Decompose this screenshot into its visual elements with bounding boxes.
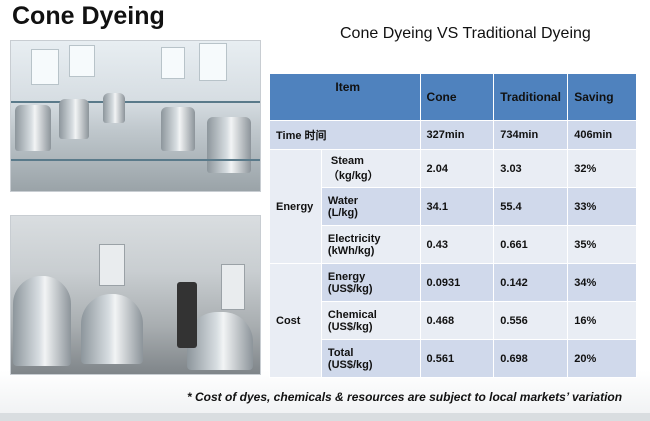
slide-bottom-band xyxy=(0,413,650,421)
row-label-name: Electricity xyxy=(327,232,381,245)
factory-hall-photo xyxy=(10,40,261,192)
steam-cone: 2.04 xyxy=(419,149,495,188)
photo-window xyxy=(199,43,227,81)
table-row-electricity: Electricity (kWh/kg) 0.43 0.661 35% xyxy=(270,225,637,264)
table-row-chemical-cost: Chemical (US$/kg) 0.468 0.556 16% xyxy=(270,301,637,340)
dyeing-machine xyxy=(15,105,51,151)
header-saving: Saving xyxy=(567,73,637,121)
header-cone: Cone xyxy=(419,73,495,121)
row-label: Total (US$/kg) xyxy=(320,339,421,378)
electricity-cone: 0.43 xyxy=(419,225,495,264)
row-label: Chemical (US$/kg) xyxy=(320,301,421,340)
photo-railing xyxy=(11,159,260,161)
time-label: Time 时间 xyxy=(269,120,421,150)
row-label-unit: (US$/kg) xyxy=(327,358,373,371)
table-row-water: Water (L/kg) 34.1 55.4 33% xyxy=(270,187,637,226)
row-label-name: Energy xyxy=(327,270,366,283)
dyeing-machine xyxy=(103,93,125,123)
row-label-name: Water xyxy=(327,194,359,207)
row-label-unit: （kg/kg） xyxy=(327,169,379,182)
total-cost-cone: 0.561 xyxy=(419,339,495,378)
row-label-unit: (US$/kg) xyxy=(327,282,373,295)
slide-subtitle: Cone Dyeing VS Traditional Dyeing xyxy=(340,25,591,42)
row-label-name: Chemical xyxy=(327,308,377,321)
header-traditional: Traditional xyxy=(493,73,569,121)
dyeing-machine xyxy=(161,107,195,151)
chemical-cost-saving: 16% xyxy=(567,301,637,340)
dyeing-machine xyxy=(81,294,143,364)
dyeing-machine xyxy=(13,276,71,366)
chemical-cost-traditional: 0.556 xyxy=(493,301,569,340)
dyeing-machine xyxy=(207,117,251,173)
row-label-unit: (kWh/kg) xyxy=(327,244,375,257)
photo-railing xyxy=(11,101,260,103)
photo-window xyxy=(69,45,95,77)
total-cost-saving: 20% xyxy=(567,339,637,378)
water-traditional: 55.4 xyxy=(493,187,569,226)
steam-traditional: 3.03 xyxy=(493,149,569,188)
energy-cost-traditional: 0.142 xyxy=(493,263,569,302)
electricity-saving: 35% xyxy=(567,225,637,264)
total-cost-traditional: 0.698 xyxy=(493,339,569,378)
row-label-name: Steam xyxy=(330,154,364,167)
energy-cost-cone: 0.0931 xyxy=(419,263,495,302)
comparison-table: Item Cone Traditional Saving Time 时间 327… xyxy=(269,73,637,378)
header-item: Item xyxy=(269,73,421,121)
group-cost: Cost xyxy=(269,263,322,378)
photo-window xyxy=(161,47,185,79)
row-label: Water (L/kg) xyxy=(320,187,421,226)
row-label: Steam （kg/kg） xyxy=(320,149,421,188)
worker-figure xyxy=(177,282,197,348)
group-energy: Energy xyxy=(269,149,322,264)
time-saving: 406min xyxy=(567,120,637,150)
table-header-row: Item Cone Traditional Saving xyxy=(269,73,637,121)
table-row-time: Time 时间 327min 734min 406min xyxy=(269,120,637,150)
time-traditional: 734min xyxy=(493,120,569,150)
row-label: Energy (US$/kg) xyxy=(320,263,421,302)
steam-saving: 32% xyxy=(567,149,637,188)
table-row-steam: Energy Steam （kg/kg） 2.04 3.03 32% xyxy=(269,149,637,264)
control-panel xyxy=(99,244,125,286)
footnote: * Cost of dyes, chemicals & resources ar… xyxy=(187,390,623,404)
control-panel xyxy=(221,264,245,310)
dyeing-machine xyxy=(59,99,89,139)
row-label-unit: (US$/kg) xyxy=(327,320,373,333)
time-cone: 327min xyxy=(419,120,495,150)
table-row-total-cost: Total (US$/kg) 0.561 0.698 20% xyxy=(270,339,637,378)
row-label-unit: (L/kg) xyxy=(327,206,358,219)
machine-operator-photo xyxy=(10,215,261,375)
slide-title: Cone Dyeing xyxy=(12,2,165,30)
chemical-cost-cone: 0.468 xyxy=(419,301,495,340)
row-label: Electricity (kWh/kg) xyxy=(320,225,421,264)
row-label-name: Total xyxy=(327,346,354,359)
table-row-energy-cost: Cost Energy (US$/kg) 0.0931 0.142 34% xyxy=(269,263,637,378)
dyeing-machine xyxy=(187,312,253,370)
water-saving: 33% xyxy=(567,187,637,226)
electricity-traditional: 0.661 xyxy=(493,225,569,264)
water-cone: 34.1 xyxy=(419,187,495,226)
photo-window xyxy=(31,49,59,85)
energy-cost-saving: 34% xyxy=(567,263,637,302)
